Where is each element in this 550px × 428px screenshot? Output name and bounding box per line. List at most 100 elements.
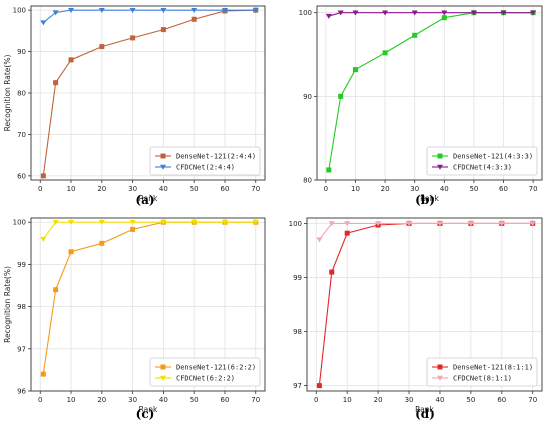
x-axis-label: Rank (420, 194, 439, 203)
x-tick-label: 10 (67, 396, 76, 404)
data-point (68, 57, 74, 63)
panel-caption: (b) (415, 193, 435, 207)
chart-panel-a: 0 10 20 30 40 50 60 70 60 70 80 90 100 Rank Recognitio… (3, 5, 266, 207)
data-point (52, 220, 59, 226)
x-tick-label: 60 (499, 185, 508, 193)
plot-frame (316, 5, 543, 181)
x-tick-label: 70 (529, 185, 538, 193)
data-point (406, 221, 413, 227)
data-point (40, 173, 46, 179)
data-point (470, 10, 477, 16)
x-tick-label: 60 (221, 185, 230, 193)
series-line (42, 221, 256, 375)
series-1 (40, 7, 259, 26)
data-point (337, 10, 344, 16)
x-tick-label: 10 (67, 185, 76, 193)
x-tick-label: 40 (435, 396, 444, 404)
panel-caption: (c) (136, 407, 155, 421)
y-tick-label: 98 (293, 328, 302, 336)
legend-label: DenseNet-121(2:4:4) (176, 153, 256, 161)
x-tick-label: 60 (497, 396, 506, 404)
data-point (68, 220, 75, 226)
y-tick-label: 70 (17, 131, 26, 139)
data-point (316, 237, 323, 243)
data-point (467, 221, 474, 227)
data-point (316, 383, 322, 389)
data-point (160, 220, 167, 226)
legend-swatch-marker (437, 364, 443, 370)
x-tick-label: 10 (351, 185, 360, 193)
x-tick-label: 30 (405, 396, 414, 404)
y-tick-label: 100 (299, 9, 312, 17)
data-point (382, 10, 389, 16)
data-point (130, 35, 136, 41)
y-axis-label: Recognition Rate(%) (3, 55, 12, 132)
data-point (252, 220, 259, 226)
data-point (352, 67, 358, 73)
data-point (129, 7, 136, 13)
series-line (42, 221, 256, 240)
series-0 (40, 219, 259, 377)
data-point (52, 10, 59, 16)
data-point (68, 249, 74, 255)
data-point (160, 27, 166, 33)
x-tick-label: 70 (528, 396, 537, 404)
x-tick-label: 50 (469, 185, 478, 193)
series-1 (316, 221, 536, 243)
series-line (328, 12, 534, 171)
legend-label: CFDCNet(2:4:4) (176, 164, 235, 172)
data-point (129, 220, 136, 226)
y-tick-label: 100 (289, 220, 302, 228)
data-point (530, 10, 537, 16)
data-point (326, 167, 332, 173)
legend-label: DenseNet-121(4:3:3) (453, 153, 533, 161)
panel-caption: (d) (415, 407, 435, 421)
y-tick-label: 96 (17, 388, 26, 396)
data-point (40, 20, 47, 26)
y-tick-label: 97 (17, 345, 26, 353)
data-point (68, 7, 75, 13)
data-point (325, 13, 332, 19)
data-point (441, 10, 448, 16)
data-point (53, 80, 59, 86)
data-point (498, 221, 505, 227)
data-point (99, 240, 105, 246)
y-tick-label: 97 (293, 382, 302, 390)
data-point (191, 16, 197, 22)
data-point (53, 287, 59, 293)
legend-swatch-marker (437, 375, 443, 381)
legend-box (149, 357, 261, 387)
x-tick-label: 40 (159, 185, 168, 193)
x-tick-label: 0 (38, 185, 42, 193)
legend-label: CFDCNet(4:3:3) (453, 164, 512, 172)
legend-label: CFDCNet(6:2:2) (176, 375, 235, 383)
data-point (221, 7, 228, 13)
y-tick-label: 60 (17, 172, 26, 180)
y-tick-label: 80 (303, 177, 312, 185)
x-tick-label: 20 (97, 396, 106, 404)
data-point (160, 7, 167, 13)
legend-label: CFDCNet(8:1:1) (453, 375, 512, 383)
x-tick-label: 50 (190, 185, 199, 193)
legend-swatch-marker (160, 364, 166, 370)
legend: DenseNet-121(8:1:1) CFDCNet(8:1:1) (426, 357, 538, 387)
x-tick-label: 70 (251, 185, 260, 193)
x-tick-label: 0 (324, 185, 328, 193)
y-tick-label: 98 (17, 303, 26, 311)
legend-label: DenseNet-121(6:2:2) (176, 364, 256, 372)
panel-caption: (a) (135, 193, 154, 207)
data-point (344, 230, 350, 236)
y-tick-label: 90 (17, 48, 26, 56)
x-tick-label: 60 (221, 396, 230, 404)
data-point (40, 371, 46, 377)
data-point (191, 220, 198, 226)
x-tick-label: 10 (343, 396, 352, 404)
data-point (529, 221, 536, 227)
y-tick-label: 90 (303, 93, 312, 101)
data-point (382, 50, 388, 56)
legend-box (426, 357, 538, 387)
legend-swatch-marker (437, 164, 443, 170)
x-tick-label: 40 (440, 185, 449, 193)
x-tick-label: 20 (97, 185, 106, 193)
legend-swatch-marker (437, 153, 443, 159)
